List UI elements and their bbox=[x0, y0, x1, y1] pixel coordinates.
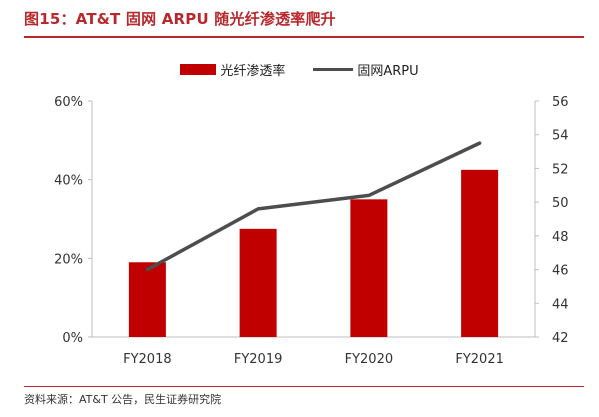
right-tick-label: 46 bbox=[552, 264, 569, 279]
source-note: 资料来源：AT&T 公告，民生证券研究院 bbox=[24, 393, 222, 406]
legend-line-swatch bbox=[313, 68, 354, 71]
left-tick-label: 20% bbox=[54, 252, 83, 267]
left-tick-label: 60% bbox=[54, 95, 83, 110]
x-tick-label: FY2020 bbox=[345, 352, 394, 367]
bar-fiber-penetration bbox=[239, 228, 277, 337]
right-tick-label: 50 bbox=[552, 196, 569, 211]
bar-fiber-penetration bbox=[350, 199, 388, 337]
left-tick-label: 0% bbox=[62, 331, 83, 346]
legend-bar-swatch bbox=[180, 64, 217, 75]
right-tick-label: 42 bbox=[552, 331, 569, 346]
x-tick-label: FY2019 bbox=[234, 352, 283, 367]
right-tick-label: 52 bbox=[552, 162, 569, 177]
line-arpu bbox=[145, 141, 482, 272]
bar-fiber-penetration bbox=[461, 169, 499, 337]
legend-item-bar: 光纤渗透率 bbox=[180, 60, 285, 79]
legend-line-label: 固网ARPU bbox=[357, 64, 419, 79]
right-tick-label: 54 bbox=[552, 129, 569, 144]
title-divider bbox=[24, 36, 584, 38]
right-tick-label: 44 bbox=[552, 297, 569, 312]
chart-legend: 光纤渗透率 固网ARPU bbox=[0, 60, 599, 79]
x-tick-label: FY2021 bbox=[455, 352, 504, 367]
right-tick-label: 48 bbox=[552, 230, 569, 245]
source-divider bbox=[24, 386, 584, 387]
legend-bar-label: 光纤渗透率 bbox=[220, 64, 286, 79]
legend-item-line: 固网ARPU bbox=[313, 60, 419, 79]
left-tick-label: 40% bbox=[54, 174, 83, 189]
figure-title: 图15：AT&T 固网 ARPU 随光纤渗透率爬升 bbox=[24, 10, 336, 28]
x-tick-label: FY2018 bbox=[123, 352, 172, 367]
bar-fiber-penetration bbox=[128, 262, 166, 337]
right-tick-label: 56 bbox=[552, 95, 569, 110]
